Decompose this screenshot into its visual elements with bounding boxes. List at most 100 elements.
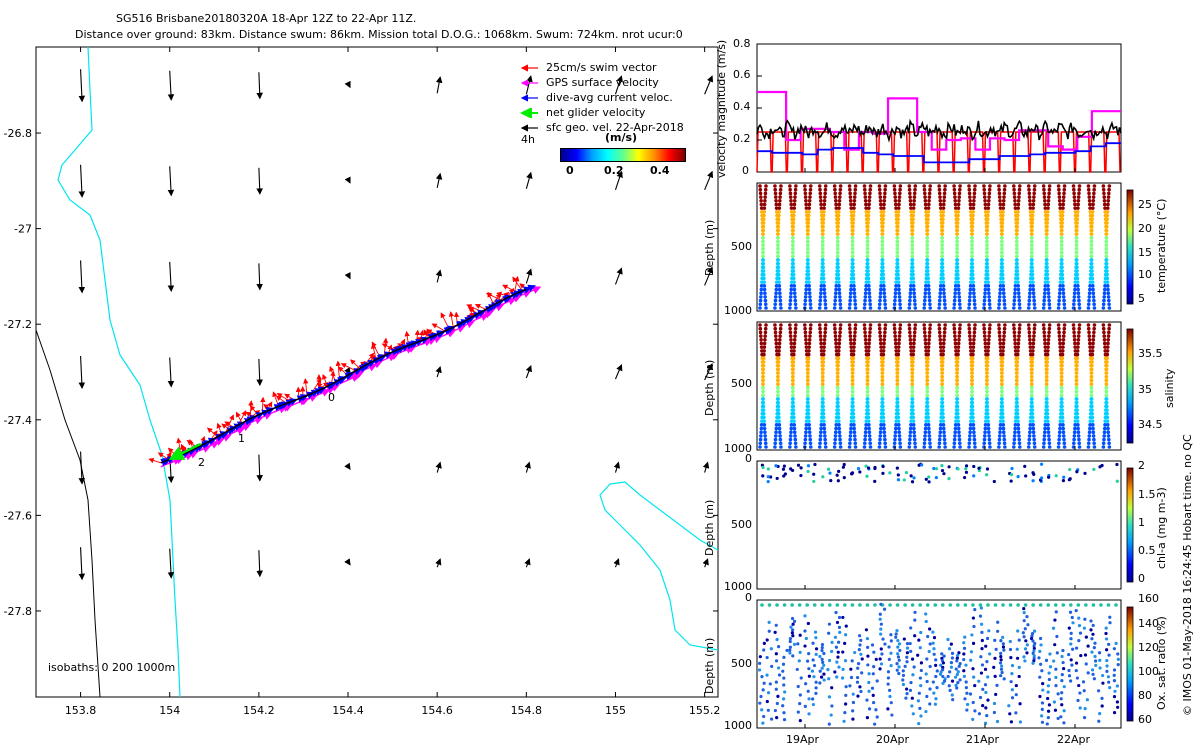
geo-vel-arrow (704, 75, 714, 95)
isobath-1000m (36, 329, 101, 697)
ox-cbar-label: Ox. sat. ratio (%) (1155, 616, 1168, 710)
chla-depth-label: Depth (m) (703, 499, 716, 556)
gps-velocity (330, 383, 341, 392)
geo-vel-arrow (525, 75, 533, 95)
ox-cbar-tick-160: 160 (1138, 592, 1159, 605)
ox-cbar-tick-80: 80 (1138, 689, 1152, 702)
temp-cbar-tick-15: 15 (1138, 246, 1152, 259)
chla-cbar-tick-3: 1.5 (1138, 488, 1156, 501)
ox-ytick-0: 0 (745, 591, 752, 604)
title-line-2: Distance over ground: 83km. Distance swu… (75, 28, 683, 41)
legend-item-swim: 25cm/s swim vector (520, 61, 710, 76)
ox-cbar-tick-100: 100 (1138, 665, 1159, 678)
swim-vector (275, 395, 287, 404)
geo-vel-arrow (435, 269, 443, 283)
swim-vector (382, 337, 389, 356)
map-ytick-label: -27.4 (4, 414, 32, 427)
ox-ytick-500: 500 (731, 657, 752, 670)
geo-vel-arrow (435, 558, 442, 568)
speed-colorbar-tick-1: 0.2 (604, 164, 624, 177)
speed-colorbar-tick-0: 0 (566, 164, 574, 177)
geo-vel-arrow (344, 176, 351, 184)
swim-vector (419, 329, 425, 342)
legend-label-gps: GPS surface velocity (546, 76, 659, 89)
velocity-ylabel: velocity magnitude (m/s) (715, 39, 728, 178)
sal-ytick-500: 500 (731, 377, 752, 390)
geo-vel-arrow (78, 355, 86, 390)
map-xtick-label: 154.8 (511, 704, 543, 717)
coastline-east (599, 481, 718, 651)
speed-colorbar-unit: (m/s) (605, 131, 638, 144)
geo-vel-arrow (614, 363, 623, 380)
geo-vel-arrow (435, 365, 442, 378)
isobaths-label: isobaths: 0 200 1000m (48, 661, 176, 674)
geo-vel-arrow (167, 70, 175, 101)
swim-vector (235, 411, 243, 424)
dive-avg-current (526, 284, 536, 292)
temp-cbar-tick-5: 5 (1138, 292, 1145, 305)
day-marker-0: 0 (328, 391, 335, 404)
geo-vel-arrow (344, 272, 351, 280)
geo-vel-arrow (614, 75, 623, 95)
map-ytick-label: -27.2 (4, 318, 32, 331)
swim-vector (329, 365, 336, 383)
geo-vel-arrow (256, 263, 263, 291)
ox-cbar-tick-120: 120 (1138, 641, 1159, 654)
title-line-1: SG516 Brisbane20180320A 18-Apr 12Z to 22… (116, 12, 417, 25)
legend-item-geo: sfc geo. vel. 22-Apr-2018 (520, 121, 710, 136)
map-xtick-label: 154 (159, 704, 180, 717)
ox-ytick-1000: 1000 (724, 719, 752, 732)
map-ytick-label: -27.8 (4, 605, 32, 618)
temp-ytick-1000: 1000 (724, 304, 752, 317)
imos-credit: © IMOS 01-May-2018 16:24:45 Hobart time.… (1181, 434, 1194, 716)
swim-vector (423, 329, 430, 339)
chla-ytick-0: 0 (745, 452, 752, 465)
glider-track (160, 288, 527, 464)
swim-vector (340, 363, 356, 372)
sal-cbar-label: salinity (1163, 368, 1176, 408)
geo-vel-arrow (435, 172, 443, 188)
legend-label-swim: 25cm/s swim vector (546, 61, 657, 74)
time-tick-19apr: 19Apr (786, 733, 820, 746)
geo-vel-arrow (704, 266, 714, 286)
map-ytick-label: -26.8 (4, 127, 32, 140)
time-tick-22apr: 22Apr (1057, 733, 1091, 746)
geo-vel-arrow (704, 363, 713, 381)
legend-label-dive-avg: dive-avg current veloc. (546, 91, 673, 104)
swim-vector (303, 378, 309, 396)
chla-ytick-1000: 1000 (724, 580, 752, 593)
swim-vector (216, 422, 223, 435)
time-tick-20apr: 20Apr (876, 733, 910, 746)
swim-vector (249, 405, 259, 416)
swim-vector (272, 391, 280, 407)
map-xtick-label: 154.6 (421, 704, 453, 717)
day-marker-2: 2 (198, 456, 205, 469)
ox-depth-label: Depth (m) (703, 637, 716, 694)
geo-vel-arrow (702, 558, 709, 568)
geo-vel-arrow (78, 69, 86, 103)
geo-vel-arrow (613, 558, 620, 568)
legend-item-net: net glider velocity (520, 106, 710, 121)
geo-vel-arrow (167, 166, 175, 197)
geo-vel-arrow (613, 461, 621, 473)
geo-vel-arrow (524, 461, 531, 473)
temp-cbar-tick-10: 10 (1138, 268, 1152, 281)
sal-depth-label: Depth (m) (703, 359, 716, 416)
map-xtick-label: 155 (605, 704, 626, 717)
geo-vel-arrow (78, 451, 86, 485)
ox-cbar-tick-60: 60 (1138, 713, 1152, 726)
chla-cbar-tick-2: 1 (1138, 516, 1145, 529)
map-ytick-label: -27 (14, 223, 32, 236)
chla-cbar-tick-1: 0.5 (1138, 544, 1156, 557)
swim-vector (248, 400, 254, 419)
map-xtick-label: 154.2 (243, 704, 275, 717)
swim-vector (316, 382, 324, 389)
geo-vel-arrow (344, 462, 351, 471)
geo-vel-arrow (256, 167, 263, 195)
swim-vector (157, 452, 170, 461)
swim-vector (148, 457, 161, 464)
sal-cbar-tick-2: 35.5 (1138, 347, 1163, 360)
swim-vector (276, 392, 292, 403)
swim-vector (335, 360, 341, 380)
swim-vector (295, 386, 302, 399)
